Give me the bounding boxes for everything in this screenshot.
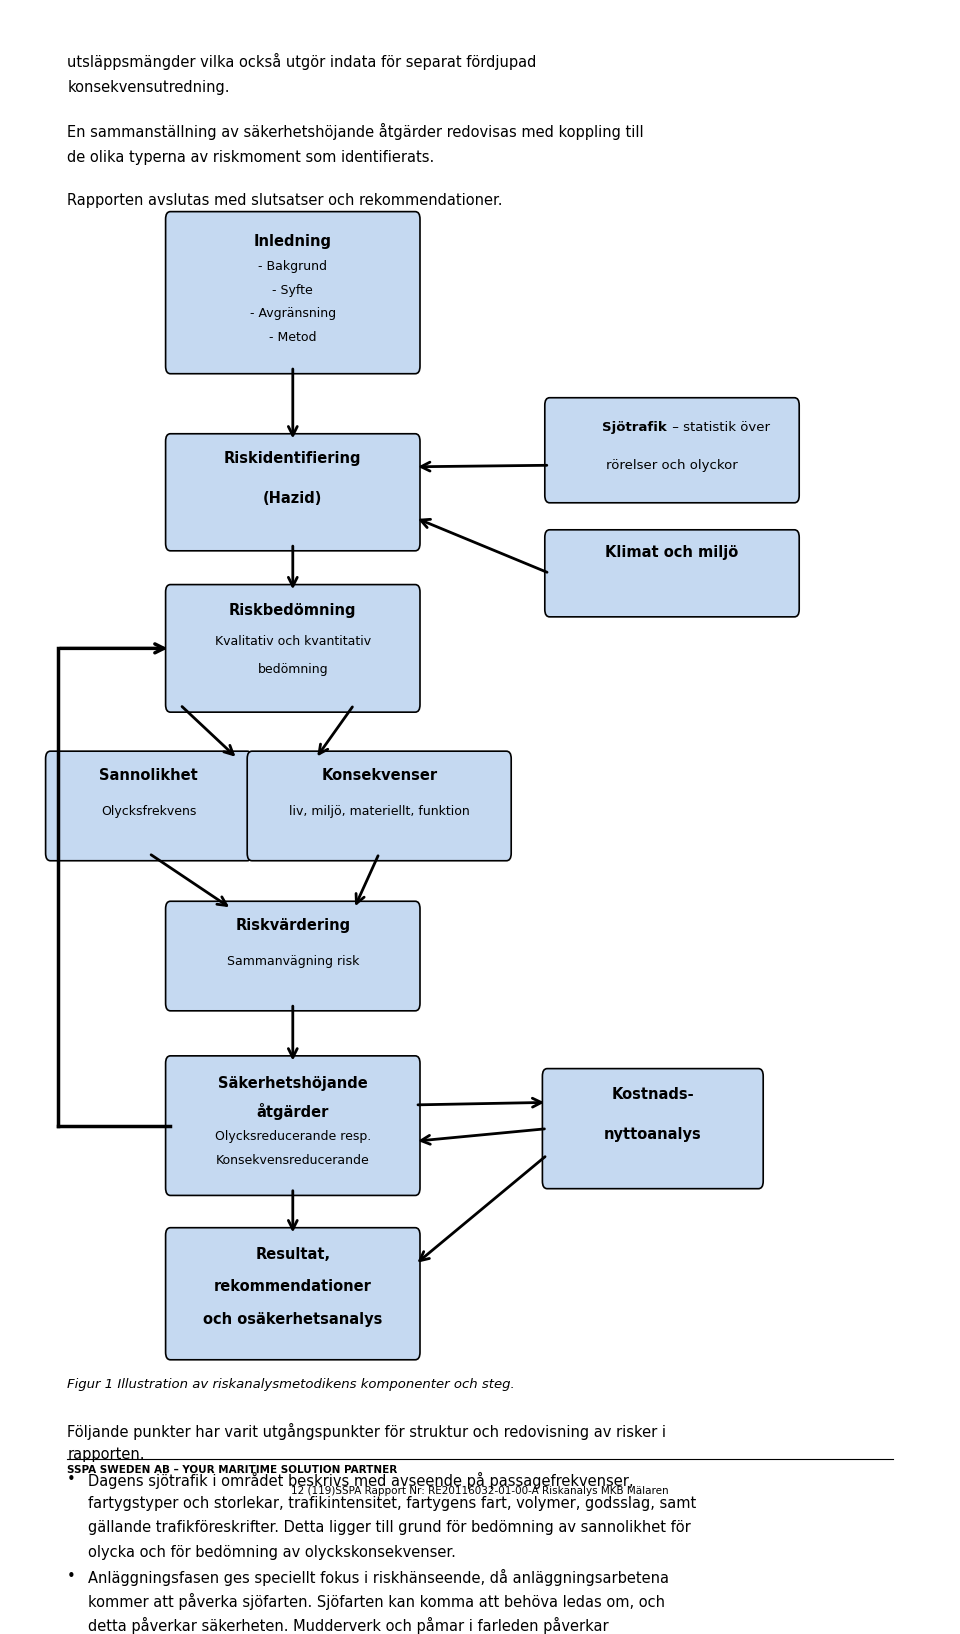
- Text: Kvalitativ och kvantitativ: Kvalitativ och kvantitativ: [215, 634, 371, 647]
- Text: En sammanställning av säkerhetshöjande åtgärder redovisas med koppling till: En sammanställning av säkerhetshöjande å…: [67, 123, 644, 141]
- FancyBboxPatch shape: [165, 585, 420, 712]
- Text: fartygstyper och storlekar, trafikintensitet, fartygens fart, volymer, godsslag,: fartygstyper och storlekar, trafikintens…: [88, 1495, 697, 1511]
- FancyBboxPatch shape: [165, 1056, 420, 1196]
- Text: Inledning: Inledning: [253, 234, 332, 248]
- FancyBboxPatch shape: [542, 1069, 763, 1188]
- FancyBboxPatch shape: [248, 752, 511, 861]
- FancyBboxPatch shape: [46, 752, 252, 861]
- Text: •: •: [67, 1569, 76, 1583]
- FancyBboxPatch shape: [544, 529, 799, 618]
- Text: rörelser och olyckor: rörelser och olyckor: [606, 459, 738, 472]
- Text: Klimat och miljö: Klimat och miljö: [606, 544, 738, 559]
- Text: olycka och för bedömning av olyckskonsekvenser.: olycka och för bedömning av olyckskonsek…: [88, 1544, 456, 1559]
- Text: åtgärder: åtgärder: [256, 1103, 329, 1119]
- Text: 12 (119)SSPA Rapport Nr: RE20116032-01-00-A Riskanalys MKB Mälaren: 12 (119)SSPA Rapport Nr: RE20116032-01-0…: [291, 1485, 669, 1495]
- FancyBboxPatch shape: [165, 902, 420, 1011]
- Text: SSPA SWEDEN AB – YOUR MARITIME SOLUTION PARTNER: SSPA SWEDEN AB – YOUR MARITIME SOLUTION …: [67, 1464, 397, 1476]
- FancyBboxPatch shape: [165, 212, 420, 374]
- Text: - Metod: - Metod: [269, 332, 317, 345]
- Text: nyttoanalys: nyttoanalys: [604, 1127, 702, 1142]
- Text: Figur 1 Illustration av riskanalysmetodikens komponenter och steg.: Figur 1 Illustration av riskanalysmetodi…: [67, 1377, 515, 1391]
- Text: Sjötrafik: Sjötrafik: [603, 422, 667, 435]
- Text: Kostnads-: Kostnads-: [612, 1087, 694, 1101]
- Text: - Avgränsning: - Avgränsning: [250, 307, 336, 320]
- Text: detta påverkar säkerheten. Mudderverk och påmar i farleden påverkar: detta påverkar säkerheten. Mudderverk oc…: [88, 1618, 609, 1634]
- FancyBboxPatch shape: [165, 1227, 420, 1359]
- Text: de olika typerna av riskmoment som identifierats.: de olika typerna av riskmoment som ident…: [67, 150, 435, 165]
- Text: Konsekvenser: Konsekvenser: [322, 768, 437, 783]
- Text: Följande punkter har varit utgångspunkter för struktur och redovisning av risker: Följande punkter har varit utgångspunkte…: [67, 1423, 666, 1440]
- Text: gällande trafikföreskrifter. Detta ligger till grund för bedömning av sannolikhe: gällande trafikföreskrifter. Detta ligge…: [88, 1520, 691, 1536]
- Text: - Syfte: - Syfte: [273, 284, 313, 297]
- Text: liv, miljö, materiellt, funktion: liv, miljö, materiellt, funktion: [289, 804, 469, 817]
- Text: Anläggningsfasen ges speciellt fokus i riskhänseende, då anläggningsarbetena: Anläggningsfasen ges speciellt fokus i r…: [88, 1569, 669, 1587]
- Text: och osäkerhetsanalys: och osäkerhetsanalys: [204, 1312, 382, 1327]
- Text: Sammanvägning risk: Sammanvägning risk: [227, 954, 359, 967]
- Text: Olycksfrekvens: Olycksfrekvens: [101, 804, 197, 817]
- Text: Sannolikhet: Sannolikhet: [100, 768, 198, 783]
- Text: rekommendationer: rekommendationer: [214, 1279, 372, 1294]
- Text: kommer att påverka sjöfarten. Sjöfarten kan komma att behöva ledas om, och: kommer att påverka sjöfarten. Sjöfarten …: [88, 1593, 665, 1609]
- Text: Resultat,: Resultat,: [255, 1247, 330, 1261]
- Text: Rapporten avslutas med slutsatser och rekommendationer.: Rapporten avslutas med slutsatser och re…: [67, 193, 503, 208]
- Text: (Hazid): (Hazid): [263, 490, 323, 505]
- Text: Säkerhetshöjande: Säkerhetshöjande: [218, 1075, 368, 1092]
- FancyBboxPatch shape: [165, 433, 420, 551]
- Text: bedömning: bedömning: [257, 663, 328, 676]
- Text: rapporten.: rapporten.: [67, 1448, 145, 1462]
- Text: Riskidentifiering: Riskidentifiering: [224, 451, 362, 466]
- Text: Riskvärdering: Riskvärdering: [235, 918, 350, 933]
- FancyBboxPatch shape: [544, 397, 799, 503]
- Text: •: •: [67, 1472, 76, 1487]
- Text: Olycksreducerande resp.: Olycksreducerande resp.: [215, 1131, 371, 1142]
- Text: konsekvensutredning.: konsekvensutredning.: [67, 80, 229, 95]
- Text: - Bakgrund: - Bakgrund: [258, 260, 327, 273]
- Text: Dagens sjötrafik i området beskrivs med avseende på passagefrekvenser,: Dagens sjötrafik i området beskrivs med …: [88, 1472, 634, 1489]
- Text: utsläppsmängder vilka också utgör indata för separat fördjupad: utsläppsmängder vilka också utgör indata…: [67, 52, 537, 70]
- Text: – statistik över: – statistik över: [668, 422, 770, 435]
- Text: Konsekvensreducerande: Konsekvensreducerande: [216, 1154, 370, 1167]
- Text: Riskbedömning: Riskbedömning: [229, 603, 356, 618]
